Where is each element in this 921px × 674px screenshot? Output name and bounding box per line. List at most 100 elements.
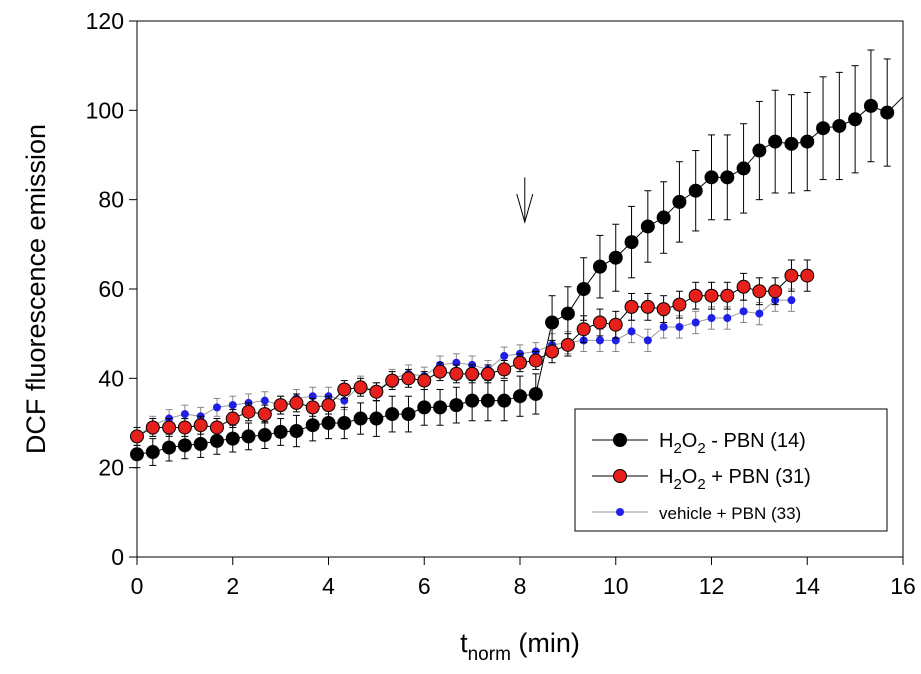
data-point — [768, 134, 783, 149]
x-tick-label: 6 — [418, 573, 431, 599]
data-point — [225, 411, 240, 426]
legend-item-1: H2O2 + PBN (31) — [592, 466, 811, 493]
data-point — [289, 424, 304, 439]
y-tick-label: 20 — [98, 455, 124, 481]
data-point — [688, 288, 703, 303]
y-tick-label: 80 — [98, 187, 124, 213]
data-point — [401, 407, 416, 422]
data-point — [752, 143, 767, 158]
data-point — [417, 400, 432, 415]
data-point — [576, 282, 591, 296]
data-point — [273, 398, 288, 413]
data-point — [385, 373, 400, 388]
data-point — [592, 315, 607, 330]
data-point — [321, 416, 336, 430]
data-point — [241, 429, 256, 444]
data-point — [433, 364, 448, 379]
data-point — [513, 355, 527, 370]
data-point — [449, 398, 464, 413]
x-tick-label: 0 — [131, 573, 144, 599]
x-axis-label-unit: (min) — [511, 628, 580, 658]
x-tick-label: 2 — [226, 573, 239, 599]
data-point — [321, 398, 336, 413]
data-point — [592, 259, 607, 274]
legend-label-sub: 2 — [673, 440, 681, 457]
data-point — [595, 336, 604, 345]
legend-label: H2O2 - PBN (14) — [659, 430, 806, 457]
data-point — [672, 297, 687, 312]
data-point — [528, 386, 543, 401]
data-point — [180, 410, 189, 419]
legend-label-part: vehicle + PBN (33) — [659, 504, 801, 523]
data-point — [640, 299, 655, 314]
data-point — [417, 373, 432, 388]
data-point — [736, 279, 751, 294]
data-point — [465, 393, 480, 408]
data-point — [560, 337, 575, 352]
data-point — [130, 429, 144, 444]
data-point — [193, 436, 208, 451]
data-point — [257, 428, 272, 443]
x-tick-label: 4 — [322, 573, 335, 599]
legend-marker — [616, 508, 624, 516]
data-point — [353, 380, 368, 395]
data-point — [162, 440, 177, 455]
data-point — [755, 309, 764, 318]
data-point — [337, 382, 352, 397]
data-point — [688, 183, 703, 198]
plot-area — [130, 49, 904, 469]
legend-label-part: H — [659, 430, 673, 452]
data-point — [672, 194, 687, 209]
data-point — [880, 105, 895, 120]
data-point — [497, 362, 512, 377]
legend-label-part: O — [682, 430, 698, 452]
legend: H2O2 - PBN (14)H2O2 + PBN (31)vehicle + … — [574, 408, 888, 532]
data-point — [640, 219, 655, 234]
data-point — [659, 322, 668, 331]
data-point — [449, 366, 464, 381]
x-tick-label: 8 — [514, 573, 527, 599]
data-point — [433, 400, 448, 415]
x-axis-label: tnorm (min) — [460, 628, 580, 665]
data-point — [832, 118, 847, 133]
data-point — [228, 401, 237, 410]
x-tick-label: 16 — [890, 573, 916, 599]
data-point — [720, 170, 735, 185]
data-point — [704, 288, 719, 303]
data-point — [289, 395, 304, 410]
data-point — [608, 317, 623, 332]
data-point — [816, 121, 831, 136]
data-point — [385, 407, 400, 422]
data-point — [260, 396, 269, 405]
legend-label-sub: 2 — [697, 440, 705, 457]
data-point — [863, 98, 878, 113]
x-tick-label: 14 — [794, 573, 820, 599]
arrow-head — [516, 193, 534, 224]
legend-label-part: H — [659, 466, 673, 488]
data-point — [145, 420, 160, 435]
data-point — [800, 268, 815, 283]
data-point — [130, 447, 144, 462]
data-point — [768, 284, 783, 299]
data-point — [241, 404, 256, 419]
legend-label-sub: 2 — [697, 476, 705, 493]
data-point — [177, 438, 192, 453]
data-point — [513, 389, 527, 404]
legend-box — [574, 408, 888, 532]
legend-label-part: + PBN (31) — [706, 466, 811, 488]
data-point — [624, 235, 639, 250]
y-tick-label: 100 — [86, 97, 124, 123]
data-point — [704, 170, 719, 185]
legend-label: vehicle + PBN (33) — [659, 504, 801, 523]
data-point — [369, 411, 384, 426]
data-point — [739, 307, 748, 316]
legend-item-0: H2O2 - PBN (14) — [592, 430, 806, 457]
data-point — [545, 344, 560, 359]
data-point — [465, 366, 480, 381]
legend-label-part: O — [682, 466, 698, 488]
data-point — [787, 296, 796, 305]
annotation — [516, 177, 534, 224]
data-point — [608, 250, 623, 265]
legend-item-2: vehicle + PBN (33) — [592, 504, 801, 523]
